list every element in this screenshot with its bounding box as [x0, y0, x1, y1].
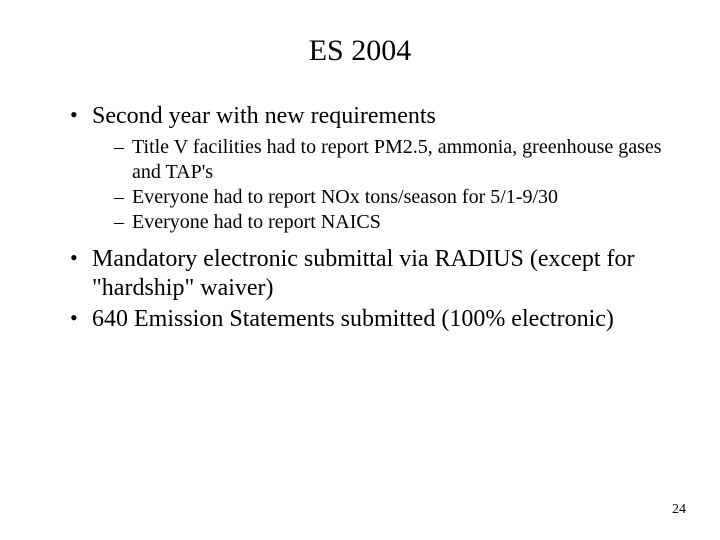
page-number: 24: [672, 502, 686, 518]
slide-title: ES 2004: [58, 34, 662, 68]
slide: ES 2004 Second year with new requirement…: [0, 0, 720, 540]
bullet-list-level1: Second year with new requirements Title …: [58, 102, 662, 335]
bullet-text: 640 Emission Statements submitted (100% …: [92, 306, 614, 332]
bullet-text: Mandatory electronic submittal via RADIU…: [92, 246, 635, 301]
bullet-list-level2: Title V facilities had to report PM2.5, …: [92, 135, 662, 235]
list-item: 640 Emission Statements submitted (100% …: [70, 305, 662, 334]
list-item: Everyone had to report NAICS: [114, 210, 662, 234]
list-item: Title V facilities had to report PM2.5, …: [114, 135, 662, 184]
bullet-text: Everyone had to report NAICS: [132, 211, 381, 233]
list-item: Mandatory electronic submittal via RADIU…: [70, 245, 662, 304]
list-item: Second year with new requirements Title …: [70, 102, 662, 235]
bullet-text: Everyone had to report NOx tons/season f…: [132, 186, 558, 208]
bullet-text: Second year with new requirements: [92, 103, 436, 129]
list-item: Everyone had to report NOx tons/season f…: [114, 185, 662, 209]
bullet-text: Title V facilities had to report PM2.5, …: [132, 136, 662, 182]
